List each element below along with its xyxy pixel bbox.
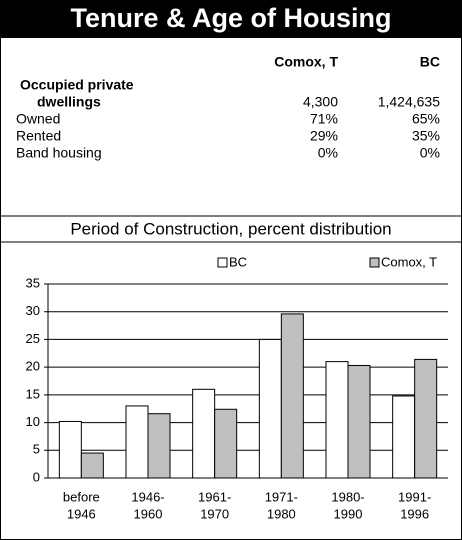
row-label: Rented	[16, 128, 61, 144]
y-tick-label: 25	[26, 331, 40, 346]
cell: 0%	[318, 145, 338, 161]
cell: 4,300	[303, 94, 338, 110]
x-tick-label: 1980-	[331, 489, 364, 504]
legend-swatch	[217, 257, 228, 268]
column-header: Comox, T	[274, 54, 338, 70]
cell: 35%	[412, 128, 440, 144]
row-label: dwellings	[37, 94, 101, 110]
bar	[147, 413, 171, 479]
bar	[192, 388, 216, 479]
y-tick-label: 0	[33, 469, 40, 484]
legend-swatch	[369, 257, 380, 268]
x-tick-label: 1980	[267, 506, 296, 521]
title-bar	[0, 0, 462, 38]
cell: 71%	[310, 111, 338, 127]
x-tick-label: 1946-	[131, 489, 164, 504]
chart-title: Period of Construction, percent distribu…	[70, 219, 391, 238]
cell: 0%	[420, 145, 440, 161]
y-tick-label: 5	[33, 442, 40, 457]
bar	[325, 361, 349, 479]
y-tick-label: 35	[26, 275, 40, 290]
y-tick-label: 15	[26, 386, 40, 401]
x-tick-label: 1991-	[398, 489, 431, 504]
x-tick-label: before	[63, 489, 100, 504]
y-tick-label: 30	[26, 303, 40, 318]
bar	[58, 420, 82, 479]
x-tick-label: 1971-	[265, 489, 298, 504]
x-tick-label: 1961-	[198, 489, 231, 504]
x-tick-label: 1990	[334, 506, 363, 521]
bar	[392, 395, 416, 479]
y-tick-label: 20	[26, 359, 40, 374]
row-label: Band housing	[16, 145, 102, 161]
bar	[347, 364, 371, 479]
bar	[414, 358, 438, 479]
section-label: Occupied private	[20, 77, 134, 93]
x-tick-label: 1970	[200, 506, 229, 521]
cell: 65%	[412, 111, 440, 127]
bar	[214, 408, 238, 479]
cell: 1,424,635	[378, 94, 440, 110]
bar	[125, 405, 149, 479]
bar	[280, 313, 304, 479]
legend-label: BC	[229, 254, 247, 269]
x-tick-label: 1946	[67, 506, 96, 521]
bar	[80, 452, 104, 479]
x-tick-label: 1996	[400, 506, 429, 521]
y-tick-label: 10	[26, 414, 40, 429]
x-tick-label: 1960	[134, 506, 163, 521]
title: Tenure & Age of Housing	[71, 3, 392, 33]
row-label: Owned	[16, 111, 60, 127]
column-header: BC	[420, 54, 440, 70]
bar	[258, 338, 282, 479]
cell: 29%	[310, 128, 338, 144]
legend-label: Comox, T	[381, 254, 437, 269]
